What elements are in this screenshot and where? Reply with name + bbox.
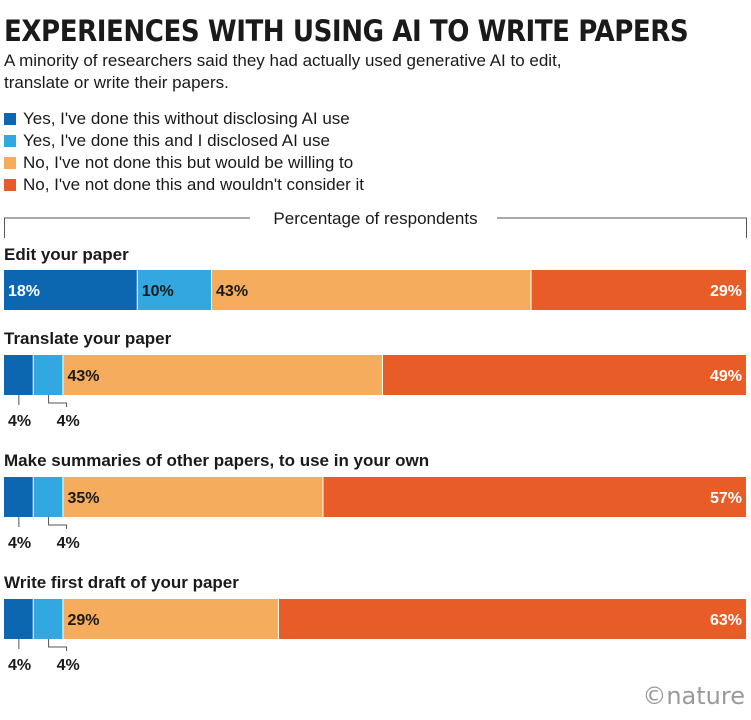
- data-label: 29%: [67, 612, 99, 629]
- bar-segment: [4, 270, 137, 310]
- data-label: 4%: [8, 657, 31, 674]
- axis-label: Percentage of respondents: [273, 209, 477, 228]
- data-label: 49%: [710, 368, 742, 385]
- legend-label: Yes, I've done this and I disclosed AI u…: [23, 131, 330, 150]
- bar-segment: [33, 599, 63, 639]
- data-label: 57%: [710, 490, 742, 507]
- leader-line: [48, 395, 68, 407]
- data-label: 4%: [57, 657, 80, 674]
- category-label: Write first draft of your paper: [4, 573, 239, 592]
- chart-subtitle: A minority of researchers said they had …: [4, 51, 562, 92]
- data-label: 35%: [67, 490, 99, 507]
- category-label: Translate your paper: [4, 329, 172, 348]
- data-label: 4%: [57, 413, 80, 430]
- data-label: 4%: [8, 413, 31, 430]
- axis-bracket-right: [497, 217, 747, 238]
- legend: Yes, I've done this without disclosing A…: [4, 108, 364, 196]
- bar-segment: [4, 355, 33, 395]
- leader-line: [48, 517, 68, 529]
- nature-logo: ©nature: [642, 682, 745, 710]
- data-label: 10%: [142, 283, 174, 300]
- legend-swatch: [4, 135, 16, 147]
- data-label: 4%: [8, 535, 31, 552]
- axis-bracket-left: [4, 217, 250, 238]
- data-label: 18%: [8, 283, 40, 300]
- legend-item-disclosed: Yes, I've done this and I disclosed AI u…: [4, 130, 364, 152]
- legend-swatch: [4, 179, 16, 191]
- legend-swatch: [4, 113, 16, 125]
- bar-segment: [63, 477, 323, 517]
- bar-segment: [33, 355, 63, 395]
- category-label: Edit your paper: [4, 245, 129, 264]
- bar-segment: [33, 477, 63, 517]
- category-label: Make summaries of other papers, to use i…: [4, 451, 429, 470]
- legend-item-willing: No, I've not done this but would be will…: [4, 152, 364, 174]
- legend-item-unwilling: No, I've not done this and wouldn't cons…: [4, 174, 364, 196]
- bar-segment: [323, 477, 746, 517]
- legend-item-undisclosed: Yes, I've done this without disclosing A…: [4, 108, 364, 130]
- bar-segment: [4, 599, 33, 639]
- bar-segment: [531, 270, 746, 310]
- bar-segment: [278, 599, 746, 639]
- legend-label: Yes, I've done this without disclosing A…: [23, 109, 350, 128]
- bar-segment: [63, 599, 278, 639]
- bar-segment: [212, 270, 531, 310]
- bar-segment: [63, 355, 382, 395]
- data-label: 29%: [710, 283, 742, 300]
- bar-segment: [137, 270, 212, 310]
- data-label: 43%: [67, 368, 99, 385]
- data-label: 63%: [710, 612, 742, 629]
- bar-segment: [4, 477, 33, 517]
- legend-swatch: [4, 157, 16, 169]
- bar-segment: [382, 355, 746, 395]
- data-label: 4%: [57, 535, 80, 552]
- legend-label: No, I've not done this and wouldn't cons…: [23, 175, 365, 194]
- data-label: 43%: [216, 283, 248, 300]
- legend-label: No, I've not done this but would be will…: [23, 153, 354, 172]
- chart-title: EXPERIENCES WITH USING AI TO WRITE PAPER…: [4, 14, 689, 48]
- leader-line: [48, 639, 68, 651]
